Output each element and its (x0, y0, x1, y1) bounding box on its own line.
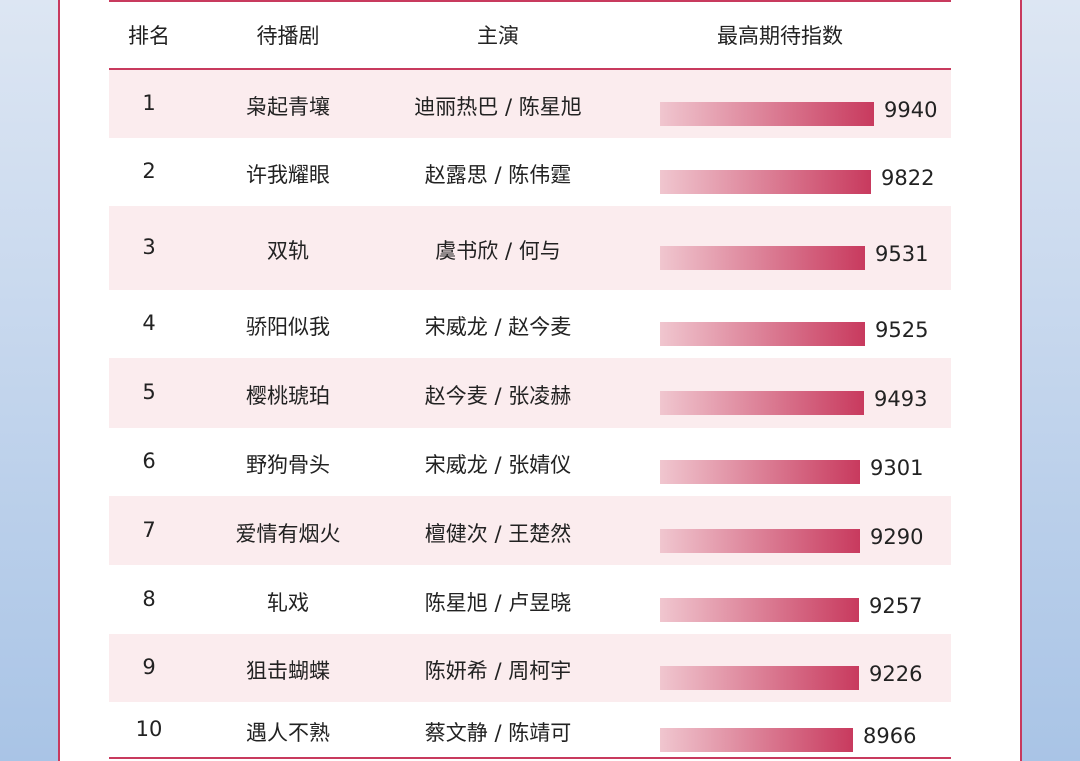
index-bar (660, 666, 859, 690)
index-value-label: 9257 (869, 593, 923, 618)
index-bar (660, 170, 871, 194)
rank-cell: 6 (142, 449, 156, 473)
rank-cell: 10 (135, 716, 163, 741)
drama-title: 许我耀眼 (246, 163, 330, 187)
index-bar (660, 391, 864, 415)
index-value-label: 9525 (875, 318, 929, 342)
rank-cell: 9 (142, 655, 156, 679)
cast-names: 虞书欣 / 何与 (435, 239, 561, 263)
index-bar (660, 102, 874, 126)
index-value-label: 9531 (875, 242, 929, 266)
drama-title: 枭起青壤 (246, 95, 330, 119)
cast-names: 迪丽热巴 / 陈星旭 (414, 95, 582, 119)
header-rank: 排名 (128, 24, 170, 48)
drama-title: 骄阳似我 (246, 315, 330, 339)
rank-cell: 5 (142, 380, 156, 404)
cast-names: 赵今麦 / 张凌赫 (424, 384, 572, 408)
index-bar (660, 528, 860, 553)
index-value-label: 9493 (874, 387, 928, 411)
index-value-label: 9940 (884, 98, 938, 122)
index-value-label: 9290 (870, 524, 924, 549)
rank-cell: 4 (142, 311, 156, 335)
drama-title: 轧戏 (267, 590, 309, 615)
cast-names: 宋威龙 / 赵今麦 (424, 315, 572, 339)
cast-names: 宋威龙 / 张婧仪 (424, 453, 572, 477)
index-value-label: 9226 (869, 662, 923, 686)
drama-title: 樱桃琥珀 (246, 384, 330, 408)
cast-names: 檀健次 / 王楚然 (424, 521, 572, 546)
index-value-label: 9301 (870, 456, 924, 480)
table-bottom-divider (109, 757, 951, 759)
header-bottom-divider (109, 68, 951, 70)
drama-title: 双轨 (267, 239, 309, 263)
index-bar (660, 246, 865, 270)
header-index: 最高期待指数 (717, 24, 843, 48)
header-top-divider (109, 0, 951, 2)
header-cast: 主演 (477, 24, 519, 48)
rank-cell: 3 (142, 235, 156, 259)
index-value-label: 9822 (881, 166, 935, 190)
drama-title: 遇人不熟 (246, 720, 330, 745)
header-drama: 待播剧 (256, 24, 320, 48)
index-bar (660, 597, 859, 622)
cast-names: 蔡文静 / 陈靖可 (424, 720, 572, 745)
rank-cell: 1 (142, 91, 156, 115)
index-bar (660, 460, 860, 484)
drama-title: 爱情有烟火 (235, 521, 341, 546)
index-bar (660, 727, 853, 752)
cast-names: 陈妍希 / 周柯宇 (424, 659, 572, 683)
index-bar (660, 322, 865, 346)
index-value-label: 8966 (863, 723, 917, 748)
rank-cell: 7 (142, 517, 156, 542)
cast-names: 陈星旭 / 卢昱晓 (424, 590, 572, 615)
drama-title: 狙击蝴蝶 (246, 659, 330, 683)
drama-title: 野狗骨头 (246, 453, 330, 477)
rank-cell: 2 (142, 159, 156, 183)
rank-cell: 8 (142, 586, 156, 611)
cast-names: 赵露思 / 陈伟霆 (424, 163, 572, 187)
